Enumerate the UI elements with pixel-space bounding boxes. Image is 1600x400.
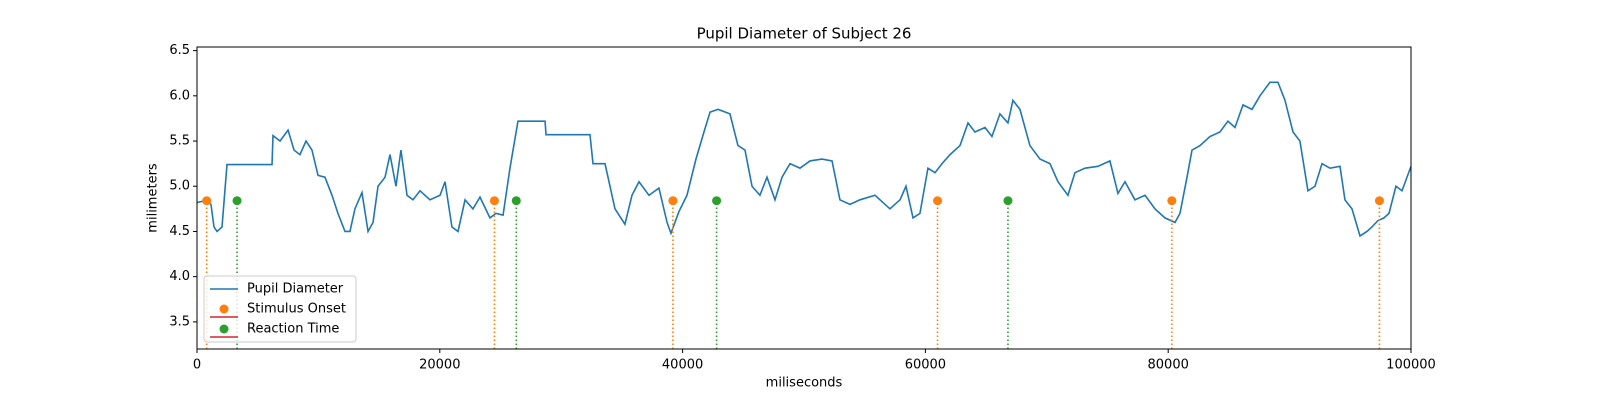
stem-marker [489,196,499,206]
y-tick-label: 6.5 [169,43,190,58]
axes-frame [196,46,1412,350]
y-tick-label: 4.0 [169,269,190,284]
y-tick-label: 5.5 [169,134,190,149]
x-tick-label: 40000 [662,358,703,373]
legend-marker [219,324,229,334]
stem-marker [202,196,212,206]
plot-area [197,81,1411,349]
stem-marker [668,196,678,206]
stem-marker [933,196,943,206]
stem-marker [1003,196,1013,206]
x-axis-label: miliseconds [766,376,843,391]
legend-marker [219,304,229,314]
x-tick-label: 0 [193,358,201,373]
x-tick-label: 60000 [905,358,946,373]
legend-box [203,275,357,343]
pupil-line [197,81,1411,238]
x-tick-label: 100000 [1386,358,1436,373]
legend-label: Pupil Diameter [247,282,344,297]
y-tick-label: 3.5 [169,314,190,329]
chart-title: Pupil Diameter of Subject 26 [697,25,912,43]
stem-marker [232,196,242,206]
y-tick-label: 4.5 [169,224,190,239]
legend-label: Stimulus Onset [247,302,346,317]
x-tick-label: 80000 [1148,358,1189,373]
y-axis-label: milimeters [146,163,161,233]
stem-marker [1374,196,1384,206]
legend-label: Reaction Time [247,322,339,337]
x-tick-label: 20000 [419,358,460,373]
y-tick-label: 5.0 [169,179,190,194]
stem-marker [712,196,722,206]
y-tick-label: 6.0 [169,88,190,103]
stem-marker [1167,196,1177,206]
stem-marker [511,196,521,206]
